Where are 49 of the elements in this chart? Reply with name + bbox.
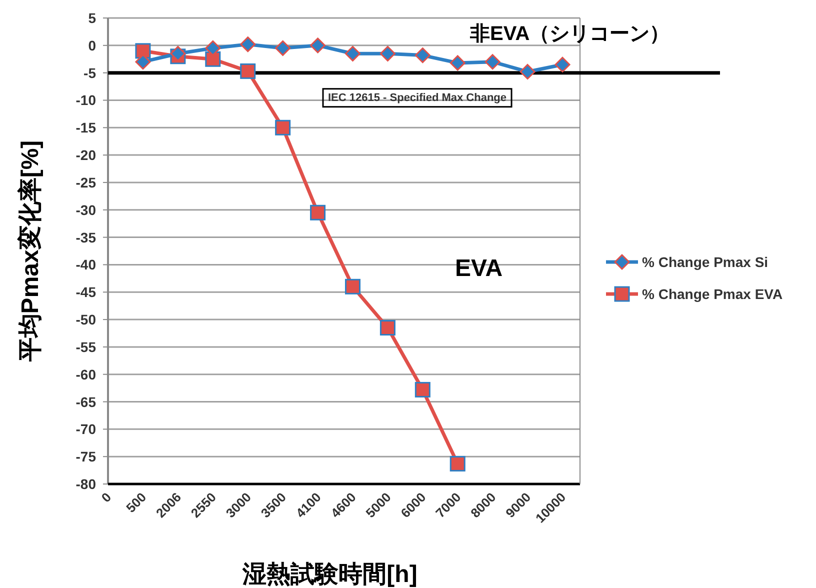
point xyxy=(520,64,536,80)
y-tick-label: -65 xyxy=(76,394,96,410)
y-tick-label: 5 xyxy=(88,10,96,26)
x-tick-label: 0 xyxy=(98,490,114,506)
point xyxy=(205,51,221,67)
y-tick-label: -10 xyxy=(76,92,96,108)
point xyxy=(135,54,151,70)
legend-label: % Change Pmax Si xyxy=(642,254,768,270)
point xyxy=(344,278,360,294)
point xyxy=(275,120,291,136)
y-tick-label: -70 xyxy=(76,421,96,438)
y-tick-label: -50 xyxy=(76,312,96,328)
y-tick-label: -80 xyxy=(76,476,96,492)
y-tick-label: -45 xyxy=(76,284,96,300)
y-tick-label: -15 xyxy=(76,120,96,136)
annotation: EVA xyxy=(455,255,503,282)
point xyxy=(450,456,466,472)
y-axis-title: 平均Pmax変化率[%] xyxy=(16,140,44,363)
point xyxy=(344,46,360,62)
point xyxy=(170,46,186,62)
point xyxy=(414,48,430,64)
point xyxy=(380,320,396,336)
y-tick-label: -75 xyxy=(76,448,96,465)
y-tick-label: 0 xyxy=(88,37,96,54)
point xyxy=(205,40,221,56)
y-tick-label: -5 xyxy=(84,64,96,81)
point xyxy=(275,40,291,56)
point xyxy=(484,54,500,70)
point xyxy=(380,46,396,62)
ref-line-label: IEC 12615 - Specified Max Change xyxy=(328,92,507,104)
x-axis-title: 湿熱試験時間[h] xyxy=(242,561,418,588)
y-tick-label: -60 xyxy=(76,366,96,382)
point xyxy=(554,56,570,72)
point xyxy=(240,63,256,79)
legend-label: % Change Pmax EVA xyxy=(642,286,783,302)
point xyxy=(310,38,326,54)
y-tick-label: -25 xyxy=(76,174,96,190)
point xyxy=(414,382,430,398)
point xyxy=(240,36,256,52)
x-tick-label: 500 xyxy=(123,490,150,516)
y-tick-label: -55 xyxy=(76,338,96,355)
point xyxy=(135,43,151,59)
y-tick-label: -20 xyxy=(76,147,96,164)
y-tick-label: -40 xyxy=(76,256,96,273)
y-tick-label: -35 xyxy=(76,229,96,246)
y-tick-label: -30 xyxy=(76,202,96,218)
annotation: 非EVA（シリコーン） xyxy=(469,23,670,45)
point xyxy=(450,55,466,71)
point xyxy=(310,204,326,220)
